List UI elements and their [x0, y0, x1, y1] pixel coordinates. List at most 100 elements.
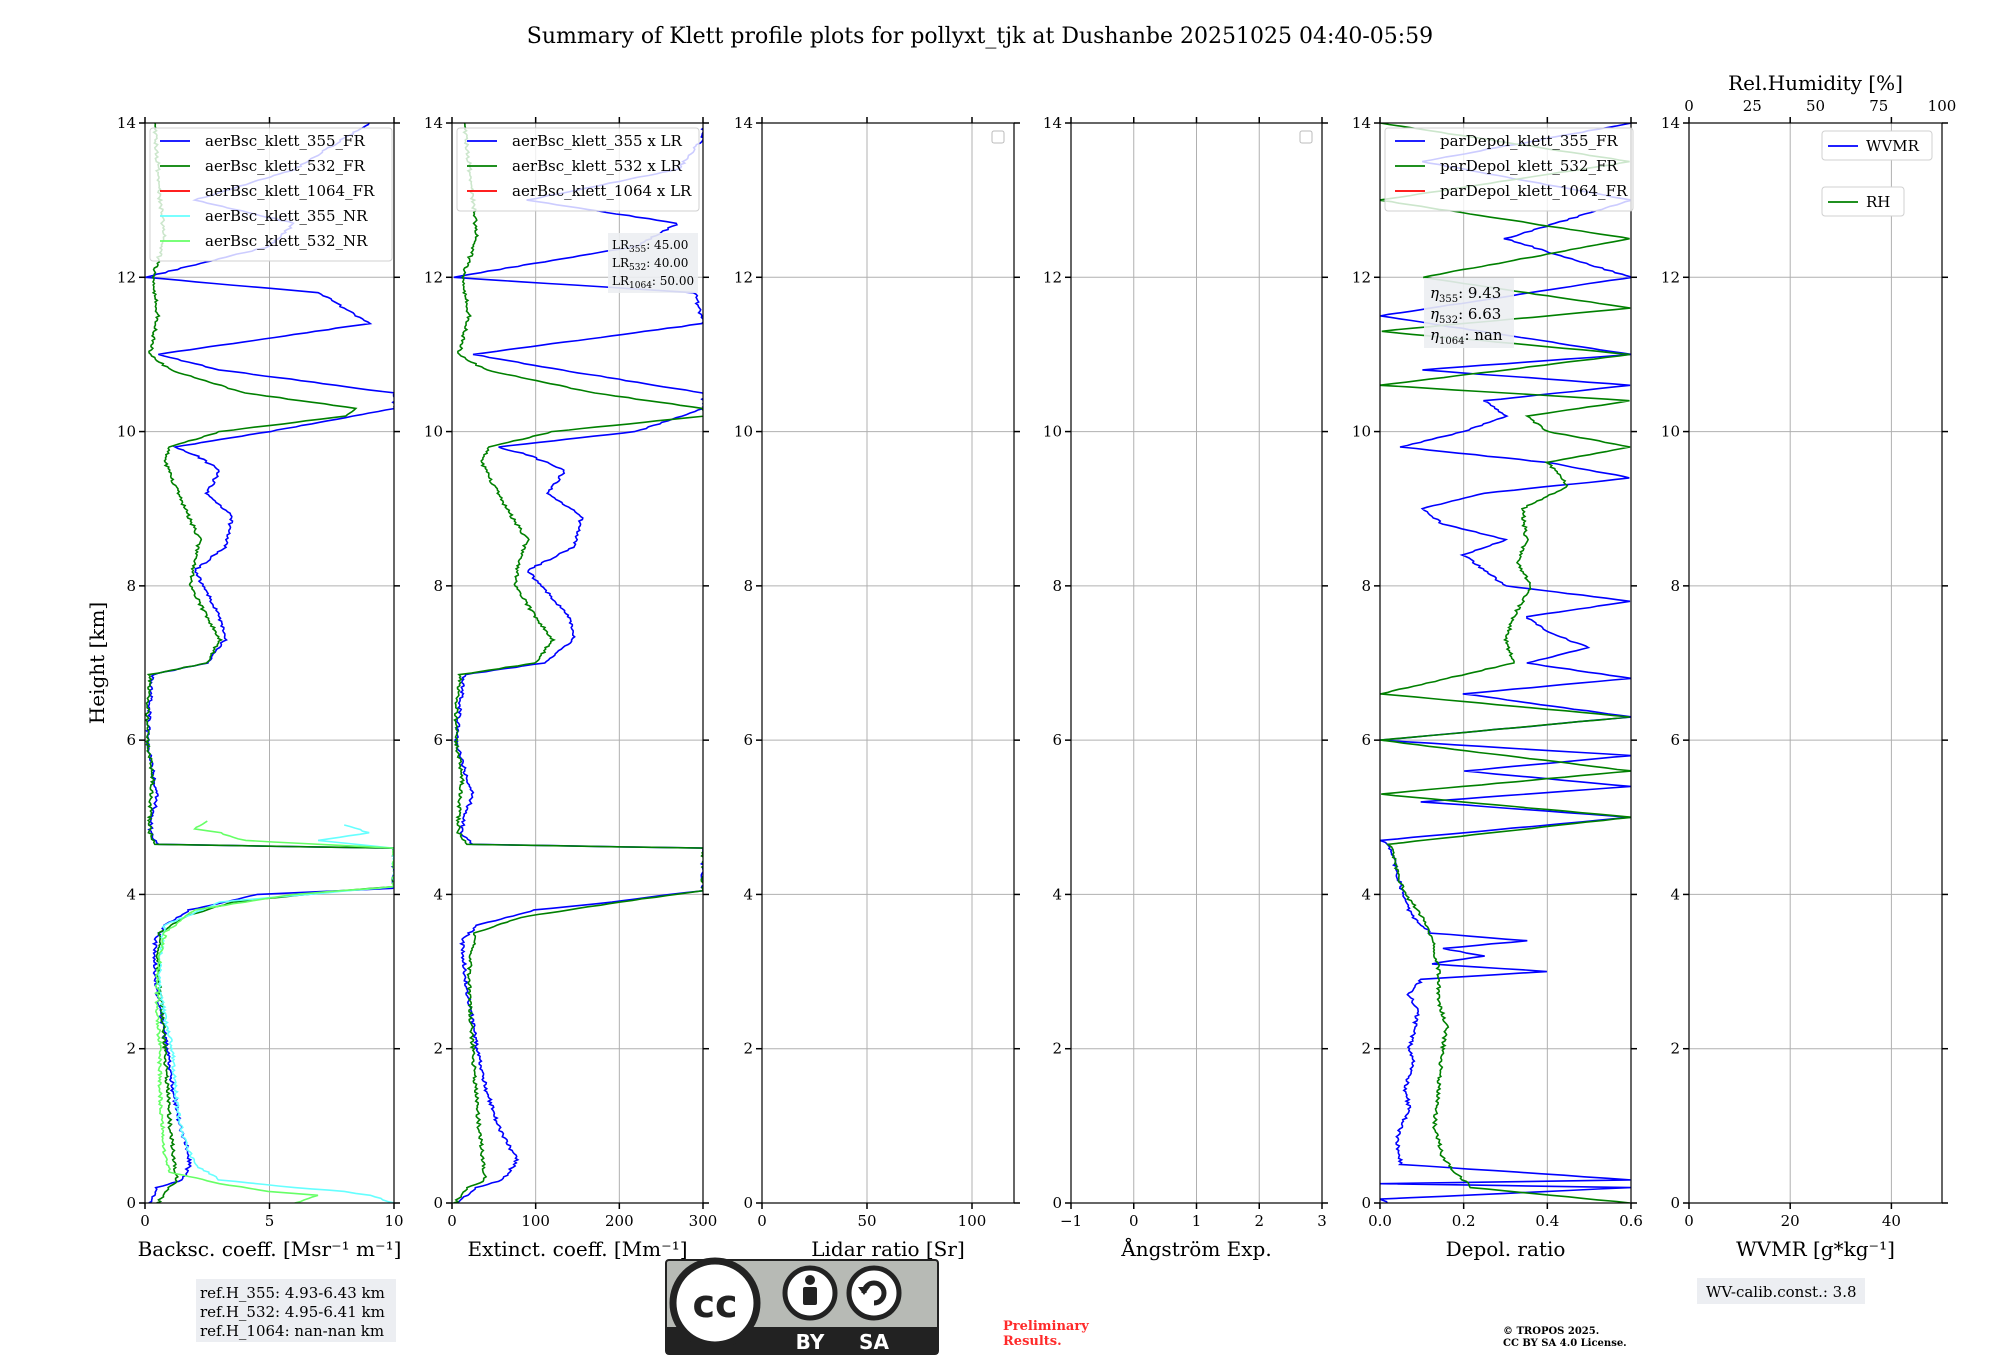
legend-label: aerBsc_klett_355_FR — [205, 132, 365, 150]
ref-height-1064: ref.H_1064: nan-nan km — [200, 1322, 384, 1340]
figure-title: Summary of Klett profile plots for polly… — [527, 24, 1433, 49]
y-tick-label: 8 — [743, 577, 753, 595]
legend-WVMR: WVMR — [1821, 130, 1933, 161]
y-tick-label: 12 — [1043, 268, 1062, 286]
y-tick-label: 0 — [1670, 1194, 1680, 1212]
legend-box — [1821, 130, 1933, 161]
cc-logo-text: cc — [692, 1282, 737, 1326]
y-tick-label: 0 — [1361, 1194, 1371, 1212]
share-alike-icon — [846, 1265, 902, 1321]
y-tick-label: 10 — [1043, 423, 1062, 441]
legend-box — [1384, 127, 1634, 212]
series-line-aerBsc_klett_532_NR — [153, 820, 394, 1203]
share-alike-arrowhead — [858, 1287, 870, 1295]
y-tick-label: 2 — [1052, 1040, 1062, 1058]
top-x-tick-label: 0 — [1684, 97, 1694, 115]
y-tick-label: 14 — [1661, 114, 1680, 132]
x-tick-label: 100 — [958, 1212, 987, 1230]
lidar-ratio-532: LR532: 40.00 — [612, 256, 688, 273]
x-axis-label: Extinct. coeff. [Mm⁻¹] — [467, 1237, 687, 1261]
eta-355: η355: 9.43 — [1430, 284, 1501, 305]
y-tick-label: 0 — [126, 1194, 136, 1212]
attribution-person-body — [803, 1287, 817, 1305]
top-x-tick-label: 25 — [1743, 97, 1762, 115]
y-tick-label: 6 — [1361, 731, 1371, 749]
series-line-parDepol_klett_532_FR — [1380, 123, 1631, 1203]
series-group — [453, 123, 703, 1203]
lidar-ratio-1064: LR1064: 50.00 — [612, 274, 694, 291]
wv-calibration-text: WV-calib.const.: 3.8 — [1706, 1283, 1857, 1301]
preliminary-results-line1: Preliminary — [1003, 1319, 1089, 1334]
y-tick-label: 10 — [734, 423, 753, 441]
y-tick-label: 2 — [433, 1040, 443, 1058]
series-line-aerBsc_klett_532_FR — [145, 123, 394, 1203]
y-tick-label: 10 — [1352, 423, 1371, 441]
legend: aerBsc_klett_355_FR aerBsc_klett_532_FRae… — [149, 127, 393, 262]
x-tick-label: 0.0 — [1368, 1212, 1392, 1230]
legend-label: aerBsc_klett_532_FR — [205, 157, 365, 175]
axes-frame — [451, 122, 704, 1204]
axes-frame — [1379, 122, 1632, 1204]
y-tick-label: 8 — [126, 577, 136, 595]
y-tick-label: 6 — [1052, 731, 1062, 749]
legend-label: aerBsc_klett_532_NR — [205, 232, 368, 250]
y-tick-label: 12 — [734, 268, 753, 286]
axes-frame — [1688, 122, 1943, 1204]
y-tick-label: 8 — [1670, 577, 1680, 595]
eta-532: η532: 6.63 — [1430, 305, 1501, 326]
shared-y-axis-label: Height [km] — [85, 602, 109, 724]
y-tick-label: 4 — [1052, 885, 1062, 903]
series-line-aerBsc_klett_355 x LR — [453, 123, 703, 1203]
y-tick-label: 4 — [1670, 885, 1680, 903]
legend: parDepol_klett_355_FR parDepol_klett_532_… — [1384, 127, 1634, 212]
by-label: BY — [796, 1330, 825, 1354]
x-tick-label: 300 — [689, 1212, 718, 1230]
series-line-aerBsc_klett_355_FR — [145, 123, 394, 1203]
panel-depol: 0 2 4 6 8 10 12 14 0.0 0.2 0.4 0.6 Depol. ratio parDe… — [1352, 114, 1643, 1261]
eta-bg — [1424, 278, 1514, 348]
sa-label: SA — [859, 1330, 889, 1354]
wv-calibration-box: WV-calib.const.: 3.8 — [1697, 1278, 1865, 1304]
reference-height-box: ref.H_355: 4.93-6.43 km ref.H_532: 4.95-… — [196, 1279, 396, 1342]
y-tick-label: 14 — [424, 114, 443, 132]
y-tick-label: 6 — [743, 731, 753, 749]
legend-RH: RH — [1821, 186, 1905, 217]
x-axis-label: Depol. ratio — [1446, 1237, 1566, 1261]
x-tick-label: 50 — [857, 1212, 876, 1230]
x-tick-label: 0 — [1684, 1212, 1694, 1230]
legend-label: aerBsc_klett_355 x LR — [512, 132, 683, 150]
y-tick-label: 4 — [1361, 885, 1371, 903]
x-tick-label: 2 — [1254, 1212, 1264, 1230]
x-axis-label: WVMR [g*kg⁻¹] — [1736, 1237, 1895, 1261]
x-tick-label: 0 — [757, 1212, 767, 1230]
cc-license-badge: cc BY SA — [665, 1257, 939, 1355]
top-axis-label: Rel.Humidity [%] — [1728, 71, 1903, 95]
y-tick-label: 8 — [433, 577, 443, 595]
attribution-person-head — [805, 1275, 815, 1285]
x-tick-label: 1 — [1192, 1212, 1202, 1230]
cc-logo-icon — [669, 1257, 761, 1349]
legend-label: aerBsc_klett_1064_FR — [205, 182, 375, 200]
legend: aerBsc_klett_355 x LR aerBsc_klett_532 x … — [456, 127, 700, 212]
legend-label: aerBsc_klett_532 x LR — [512, 157, 683, 175]
series-line-aerBsc_klett_532 x LR — [453, 123, 703, 1203]
y-tick-label: 0 — [743, 1194, 753, 1212]
y-tick-label: 0 — [433, 1194, 443, 1212]
y-tick-label: 6 — [1670, 731, 1680, 749]
y-tick-label: 4 — [126, 885, 136, 903]
top-x-tick-label: 75 — [1869, 97, 1888, 115]
legend-box — [456, 127, 700, 212]
y-tick-label: 2 — [1361, 1040, 1371, 1058]
y-tick-label: 0 — [1052, 1194, 1062, 1212]
y-tick-label: 4 — [743, 885, 753, 903]
legend-box — [1821, 186, 1905, 217]
y-tick-label: 6 — [433, 731, 443, 749]
lidar-ratio-bg — [608, 233, 698, 293]
lidar-ratio-355: LR355: 45.00 — [612, 238, 688, 255]
series-line-aerBsc_klett_355_NR — [157, 824, 394, 1203]
